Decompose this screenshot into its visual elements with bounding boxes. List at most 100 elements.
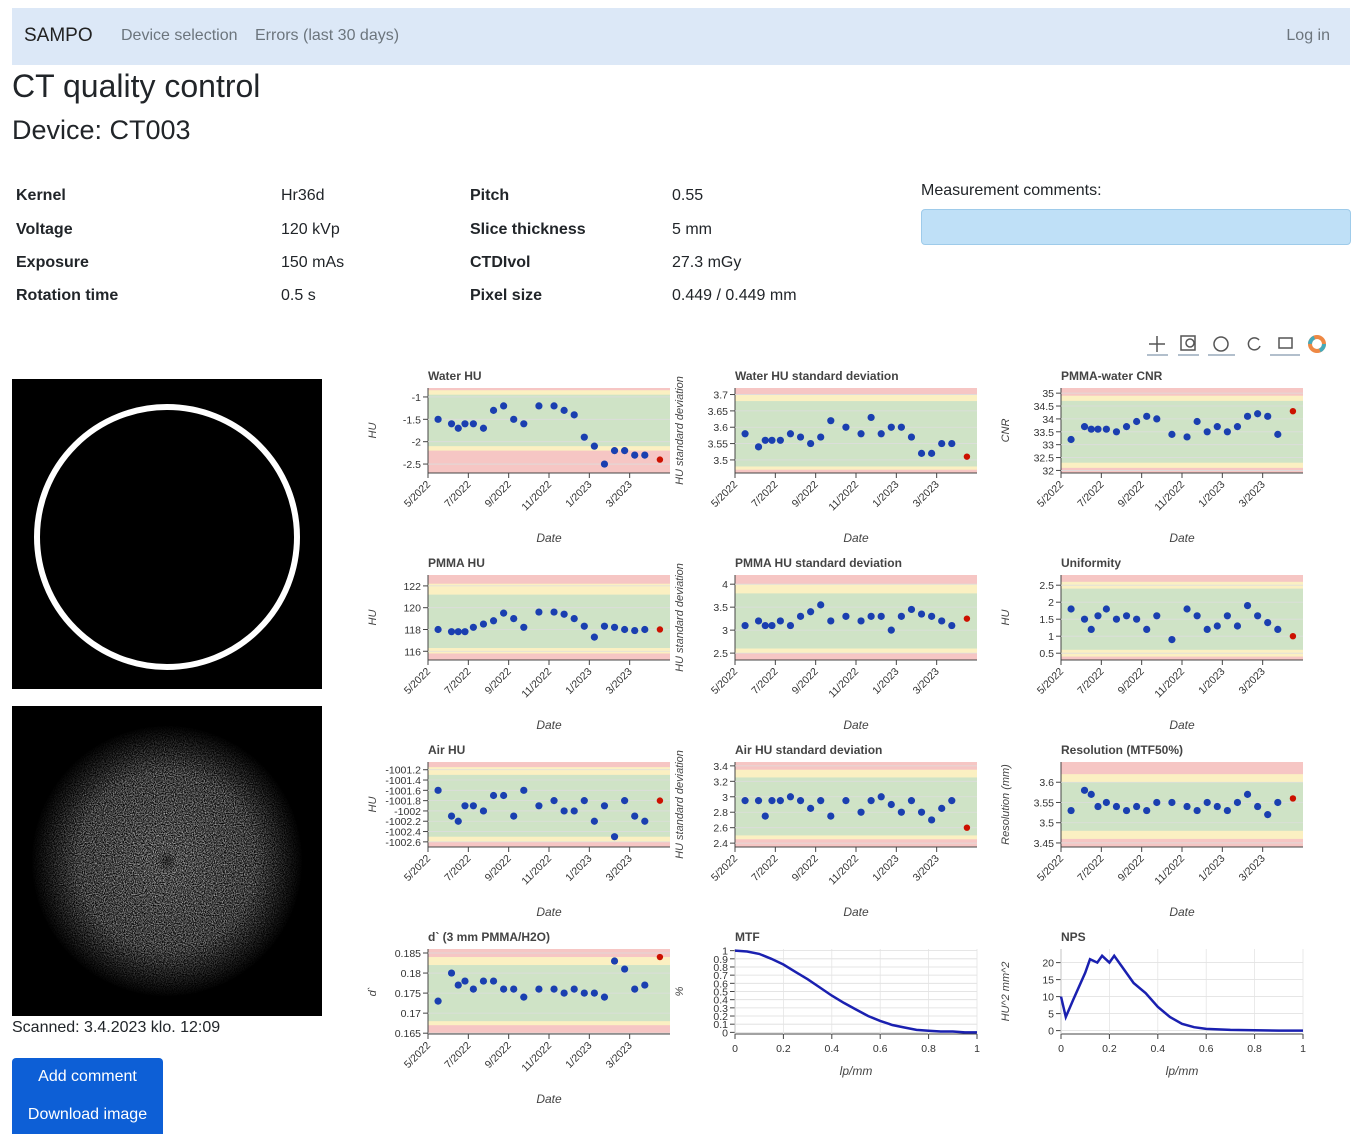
data-point [480, 807, 487, 814]
x-axis-label: Date [536, 718, 562, 732]
data-point [888, 801, 895, 808]
data-point [888, 424, 895, 431]
y-tick-label: 0.17 [401, 1008, 422, 1020]
comment-input[interactable] [921, 209, 1351, 245]
data-point [777, 797, 784, 804]
brand[interactable]: SAMPO [24, 25, 93, 47]
data-point [1088, 626, 1095, 633]
chart-title: PMMA HU [428, 556, 485, 570]
x-tick-label: 3/2023 [1237, 479, 1268, 510]
x-tick-label: 1/2023 [563, 479, 594, 510]
data-point [550, 797, 557, 804]
data-point [868, 414, 875, 421]
x-tick-label: 1 [974, 1043, 980, 1055]
green-band [428, 595, 670, 648]
y-tick-label: 3.5 [713, 602, 728, 614]
data-point [1123, 612, 1130, 619]
data-point [448, 628, 455, 635]
x-tick-label: 1/2023 [1196, 853, 1227, 884]
add-comment-button[interactable]: Add comment [12, 1058, 163, 1096]
data-point [591, 634, 598, 641]
x-tick-label: 11/2022 [826, 479, 861, 514]
param-value: 0.5 s [281, 287, 316, 305]
device-title: Device: CT003 [12, 115, 191, 146]
y-axis-label: HU [1000, 610, 1012, 626]
data-point [1244, 602, 1251, 609]
y-tick-label: 15 [1042, 975, 1054, 987]
data-point [500, 402, 507, 409]
x-tick-label: 5/2022 [709, 479, 740, 510]
data-point [1224, 807, 1231, 814]
x-tick-label: 5/2022 [709, 853, 740, 884]
param-value: 27.3 mGy [672, 254, 741, 272]
x-tick-label: 0.2 [1102, 1043, 1117, 1055]
data-point [641, 452, 648, 459]
chart-title: d` (3 mm PMMA/H2O) [428, 930, 550, 944]
login-link[interactable]: Log in [1286, 27, 1330, 45]
data-point [550, 985, 557, 992]
y-tick-label: 0.165 [395, 1028, 421, 1040]
data-point [490, 792, 497, 799]
data-point [1204, 428, 1211, 435]
data-point [797, 613, 804, 620]
data-point [807, 805, 814, 812]
y-tick-label: 2.5 [713, 648, 728, 660]
data-point [535, 402, 542, 409]
data-point [470, 985, 477, 992]
data-point [480, 977, 487, 984]
x-tick-label: 5/2022 [1035, 853, 1066, 884]
data-point [1224, 612, 1231, 619]
data-point [581, 623, 588, 630]
data-point [490, 407, 497, 414]
y-tick-label: -1001.6 [385, 785, 421, 797]
data-point [898, 613, 905, 620]
bokeh-logo[interactable] [1310, 337, 1324, 351]
zoom-tool[interactable] [1178, 336, 1199, 355]
data-point [777, 437, 784, 444]
x-tick-label: 1/2023 [1196, 479, 1227, 510]
data-point [768, 622, 775, 629]
y-tick-label: 3.65 [708, 406, 729, 418]
y-tick-label: 3.5 [713, 455, 728, 467]
y-axis-label: HU [367, 423, 379, 439]
x-axis-label: lp/mm [1166, 1064, 1199, 1078]
current-point [1290, 633, 1296, 639]
data-point [762, 437, 769, 444]
data-point [817, 601, 824, 608]
comment-label: Measurement comments: [921, 182, 1102, 200]
download-button[interactable]: Download image [12, 1096, 163, 1134]
chart-title: Resolution (MTF50%) [1061, 743, 1183, 757]
chart-title: Air HU [428, 743, 465, 757]
data-point [455, 425, 462, 432]
x-tick-label: 9/2022 [790, 853, 821, 884]
data-point [868, 613, 875, 620]
x-tick-label: 7/2022 [749, 479, 780, 510]
data-point [571, 411, 578, 418]
nav-link[interactable]: Errors (last 30 days) [255, 27, 399, 45]
data-point [561, 407, 568, 414]
data-point [1123, 807, 1130, 814]
data-point [561, 990, 568, 997]
wheel-zoom-tool[interactable] [1208, 337, 1235, 355]
x-tick-label: 9/2022 [1116, 479, 1147, 510]
data-point [1067, 436, 1074, 443]
data-point [535, 985, 542, 992]
pan-tool[interactable] [1147, 336, 1168, 355]
x-tick-label: 5/2022 [402, 1040, 433, 1071]
nav-link[interactable]: Device selection [121, 27, 238, 45]
x-tick-label: 0.4 [824, 1043, 839, 1055]
data-point [1194, 418, 1201, 425]
hover-tool[interactable] [1270, 338, 1300, 355]
x-tick-label: 0.2 [776, 1043, 791, 1055]
reset-tool[interactable] [1248, 338, 1260, 350]
data-point [621, 965, 628, 972]
param-label: Kernel [16, 187, 66, 205]
y-tick-label: -1002.2 [385, 816, 421, 828]
x-tick-label: 9/2022 [1116, 666, 1147, 697]
param-label: Rotation time [16, 287, 118, 305]
param-label: Pixel size [470, 287, 542, 305]
data-point [1254, 612, 1261, 619]
data-point [1194, 612, 1201, 619]
y-tick-label: 1.5 [1039, 614, 1054, 626]
data-point [500, 792, 507, 799]
